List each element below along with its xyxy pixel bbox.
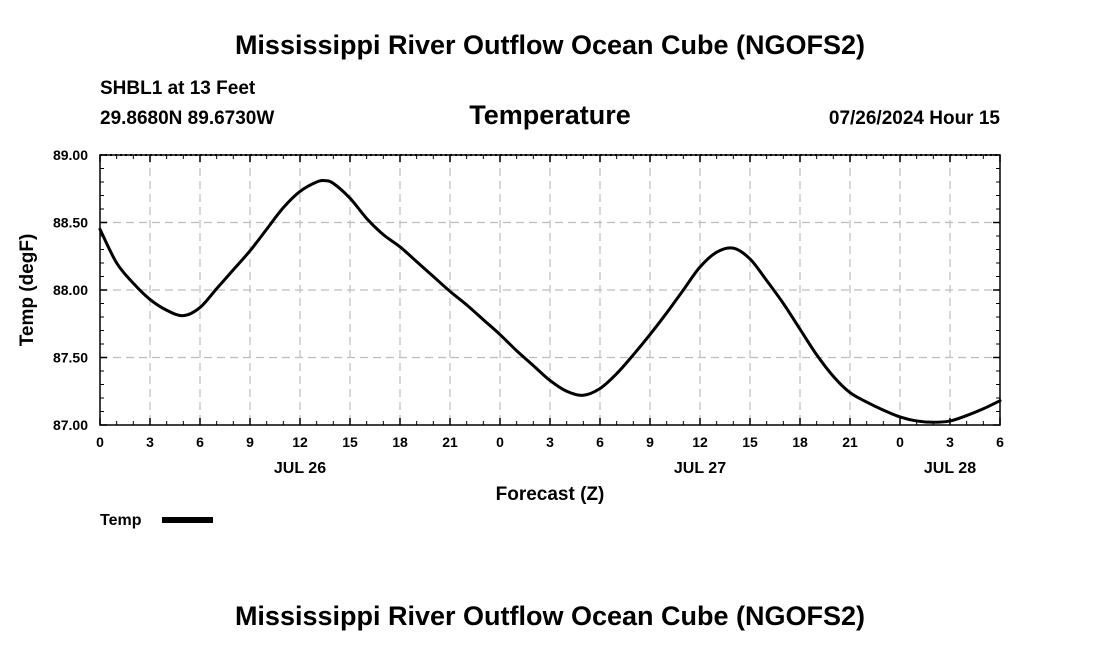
variable-title: Temperature: [469, 100, 631, 130]
y-tick-label: 87.50: [53, 350, 88, 366]
date-label: JUL 26: [274, 460, 326, 477]
y-tick-label: 89.00: [53, 147, 88, 163]
x-tick-label: 3: [146, 434, 154, 450]
x-tick-label: 15: [742, 434, 758, 450]
legend-label: Temp: [100, 512, 142, 529]
legend-swatch: [162, 517, 213, 523]
date-label: JUL 28: [924, 460, 976, 477]
y-tick-label: 87.00: [53, 417, 88, 433]
chart-bottom-title: Mississippi River Outflow Ocean Cube (NG…: [235, 601, 865, 631]
x-axis-label: Forecast (Z): [496, 484, 605, 505]
y-tick-label: 88.00: [53, 282, 88, 298]
chart-top-title: Mississippi River Outflow Ocean Cube (NG…: [235, 30, 865, 60]
x-tick-label: 0: [96, 434, 104, 450]
x-tick-label: 6: [996, 434, 1004, 450]
date-label: JUL 27: [674, 460, 726, 477]
x-tick-label: 12: [692, 434, 708, 450]
x-tick-label: 6: [596, 434, 604, 450]
y-tick-label: 88.50: [53, 215, 88, 231]
x-tick-label: 9: [246, 434, 254, 450]
plot-frame: [99, 154, 1001, 426]
x-tick-label: 6: [196, 434, 204, 450]
date-labels: JUL 26 JUL 27 JUL 28: [274, 460, 976, 477]
x-tick-label: 3: [546, 434, 554, 450]
temp-series-line: [98, 179, 1002, 424]
station-label: SHBL1 at 13 Feet: [100, 78, 256, 99]
y-axis-label: Temp (degF): [17, 234, 38, 347]
forecast-timestamp: 07/26/2024 Hour 15: [829, 108, 1001, 129]
y-tick-labels: 87.00 87.50 88.00 88.50 89.00: [53, 147, 88, 433]
x-tick-label: 12: [292, 434, 308, 450]
x-tick-label: 15: [342, 434, 358, 450]
x-tick-label: 18: [392, 434, 408, 450]
x-tick-label: 18: [792, 434, 808, 450]
x-tick-labels: 0 3 6 9 12 15 18 21 0 3 6 9 12 15 18 21 0 3 6: [96, 434, 1004, 450]
legend: Temp: [100, 512, 213, 529]
station-coordinates: 29.8680N 89.6730W: [100, 108, 274, 129]
x-tick-label: 21: [842, 434, 858, 450]
x-tick-label: 21: [442, 434, 458, 450]
x-tick-label: 3: [946, 434, 954, 450]
x-tick-label: 9: [646, 434, 654, 450]
x-tick-label: 0: [896, 434, 904, 450]
x-tick-label: 0: [496, 434, 504, 450]
